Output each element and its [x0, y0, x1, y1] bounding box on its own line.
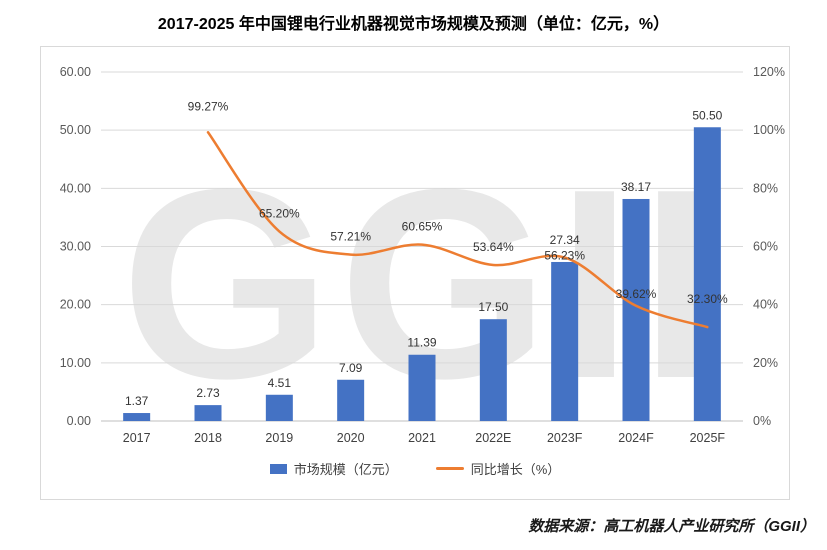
- y-tick-label-right: 0%: [753, 414, 771, 428]
- line-value-label: 99.27%: [188, 99, 229, 113]
- y-tick-label-left: 20.00: [60, 298, 91, 312]
- legend-label-market-size: 市场规模（亿元）: [293, 462, 398, 477]
- y-tick-label-left: 40.00: [60, 181, 91, 195]
- bar: [123, 413, 151, 421]
- data-source-note: 数据来源：高工机器人产业研究所（GGII）: [528, 518, 815, 535]
- x-tick-label: 2025F: [690, 431, 726, 445]
- bar-value-label: 17.50: [478, 300, 508, 314]
- bar: [408, 354, 436, 421]
- bar-value-label: 4.51: [268, 376, 292, 390]
- bar: [693, 127, 721, 421]
- line-value-label: 53.64%: [473, 240, 514, 254]
- growth-line: [206, 131, 709, 329]
- bar-value-label: 11.39: [407, 336, 436, 350]
- chart-canvas: GGII0.0010.0020.0030.0040.0050.0060.000%…: [60, 65, 785, 445]
- legend-item-growth: 同比增长（%）: [435, 459, 561, 478]
- bar: [551, 261, 579, 421]
- bar: [265, 394, 293, 421]
- y-tick-label-right: 100%: [753, 123, 785, 137]
- line-value-label: 65.20%: [259, 206, 300, 220]
- y-tick-label-right: 80%: [753, 181, 778, 195]
- x-tick-label: 2024F: [618, 431, 654, 445]
- line-value-label: 56.23%: [544, 248, 585, 262]
- y-tick-label-left: 10.00: [60, 356, 91, 370]
- bar-value-label: 50.50: [692, 108, 722, 122]
- y-tick-label-left: 30.00: [60, 240, 91, 254]
- legend-label-growth: 同比增长（%）: [470, 462, 561, 477]
- x-tick-label: 2018: [194, 431, 222, 445]
- x-tick-label: 2023F: [547, 431, 583, 445]
- y-tick-label-left: 60.00: [60, 65, 91, 79]
- x-tick-label: 2019: [265, 431, 293, 445]
- bar-series-swatch-icon: [269, 463, 287, 474]
- y-tick-label-left: 50.00: [60, 123, 91, 137]
- y-tick-label-right: 20%: [753, 356, 778, 370]
- y-tick-label-right: 60%: [753, 240, 778, 254]
- line-value-label: 32.30%: [687, 292, 728, 306]
- bar: [337, 379, 365, 421]
- x-tick-label: 2020: [337, 431, 365, 445]
- line-value-label: 57.21%: [330, 230, 371, 244]
- chart-title: 2017-2025 年中国锂电行业机器视觉市场规模及预测（单位：亿元，%）: [157, 16, 670, 33]
- bar-value-label: 38.17: [621, 180, 651, 194]
- x-tick-label: 2017: [123, 431, 151, 445]
- bar: [479, 319, 507, 421]
- chart-legend: 市场规模（亿元） 同比增长（%）: [41, 459, 789, 478]
- y-tick-label-right: 120%: [753, 65, 785, 79]
- bar-value-label: 27.34: [550, 233, 580, 247]
- chart-frame: GGII 0.00 10.00 20.00 30.00 40.00 50.00 60.00 0%…: [40, 46, 790, 500]
- bar-value-label: 7.09: [339, 361, 363, 375]
- line-series-swatch-icon: [435, 467, 464, 470]
- line-value-label: 39.62%: [616, 287, 657, 301]
- y-tick-label-right: 40%: [753, 298, 778, 312]
- x-tick-label: 2021: [408, 431, 436, 445]
- x-tick-label: 2022E: [475, 431, 511, 445]
- bar-value-label: 1.37: [125, 394, 149, 408]
- bar-value-label: 2.73: [196, 386, 220, 400]
- line-value-label: 60.65%: [402, 220, 443, 234]
- legend-item-market-size: 市场规模（亿元）: [269, 459, 398, 478]
- bar: [194, 405, 222, 421]
- y-tick-label-left: 0.00: [67, 414, 91, 428]
